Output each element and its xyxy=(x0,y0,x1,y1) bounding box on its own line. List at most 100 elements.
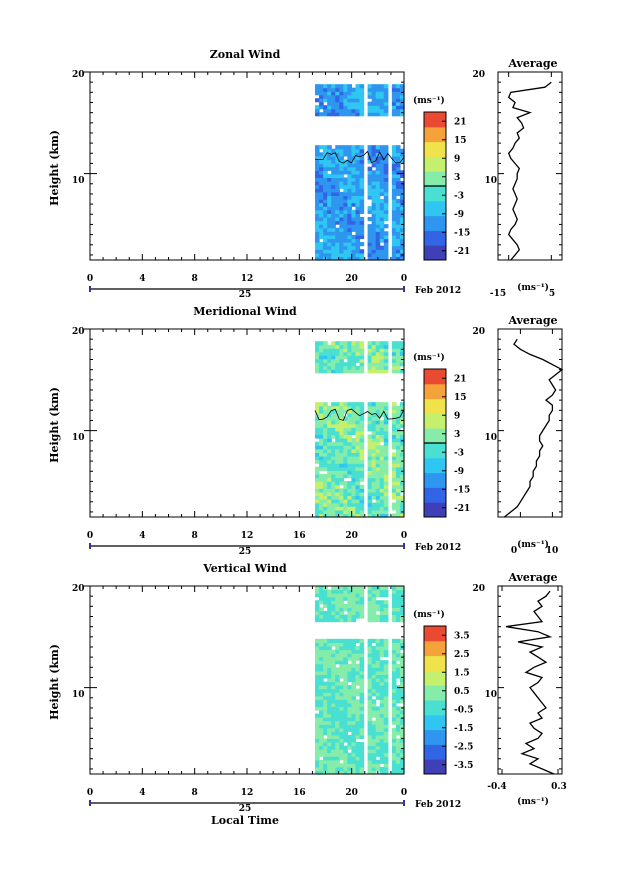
heatmap-cell xyxy=(371,759,377,764)
heatmap-cell xyxy=(343,101,348,106)
heatmap-cell xyxy=(343,213,348,218)
heatmap-cell xyxy=(399,155,405,161)
heatmap-cell xyxy=(351,191,357,197)
heatmap-cell xyxy=(375,502,381,507)
heatmap-cell xyxy=(371,420,377,425)
heatmap-cell xyxy=(339,227,344,232)
heatmap-cell xyxy=(323,209,328,214)
heatmap-cell xyxy=(335,98,340,103)
heatmap-cell xyxy=(371,706,377,711)
heatmap-cell xyxy=(347,502,353,507)
heatmap-cell xyxy=(315,362,320,367)
heatmap-cell xyxy=(375,745,381,750)
heatmap-cell xyxy=(399,245,405,250)
heatmap-cell xyxy=(339,645,344,651)
colorbar-segment xyxy=(424,655,446,671)
heatmap-cell xyxy=(323,702,328,708)
profile-line xyxy=(507,81,552,261)
heatmap-cell xyxy=(367,713,373,718)
heatmap-cell xyxy=(399,355,405,360)
heatmap-cell xyxy=(351,238,357,243)
heatmap-cell xyxy=(395,202,401,207)
heatmap-cell xyxy=(327,752,332,757)
heatmap-cell xyxy=(383,713,389,718)
heatmap-cell xyxy=(315,724,320,729)
heatmap-cell xyxy=(383,642,389,647)
heatmap-cell xyxy=(319,688,324,693)
heatmap-cell xyxy=(319,420,324,425)
heatmap-cell xyxy=(391,610,397,616)
heatmap-cell xyxy=(399,699,405,704)
heatmap-cell xyxy=(331,84,336,89)
heatmap-cell xyxy=(351,759,357,764)
heatmap-cell xyxy=(375,430,381,436)
heatmap-cell xyxy=(323,459,328,464)
heatmap-cell xyxy=(343,427,348,432)
heatmap-cell xyxy=(347,720,353,725)
heatmap-cell xyxy=(335,227,340,232)
heatmap-cell xyxy=(331,513,336,518)
heatmap-cell xyxy=(343,206,348,211)
heatmap-cell xyxy=(331,344,336,349)
heatmap-cell xyxy=(379,238,385,243)
heatmap-cell xyxy=(371,101,377,106)
heatmap-cell xyxy=(331,749,336,754)
heatmap-cell xyxy=(395,166,401,171)
heatmap-cell xyxy=(327,452,332,457)
heatmap-cell xyxy=(359,252,365,258)
heatmap-cell xyxy=(371,213,377,218)
heatmap-cell xyxy=(331,660,336,665)
heatmap-cell xyxy=(383,209,389,214)
heatmap-cell xyxy=(383,589,389,594)
heatmap-cell xyxy=(379,600,385,605)
x-tick-label: 16 xyxy=(293,531,306,541)
heatmap-cell xyxy=(351,173,357,179)
heatmap-cell xyxy=(375,423,381,428)
heatmap-cell xyxy=(347,98,353,103)
heatmap-cell xyxy=(391,670,397,676)
heatmap-cell xyxy=(339,741,344,747)
heatmap-cell xyxy=(343,199,348,204)
heatmap-cell xyxy=(327,87,332,92)
heatmap-cell xyxy=(375,752,381,757)
heatmap-cell xyxy=(391,727,397,732)
heatmap-cell xyxy=(335,170,340,175)
heatmap-cell xyxy=(379,84,385,89)
heatmap-cell xyxy=(355,709,361,715)
heatmap-cell xyxy=(375,344,381,349)
heatmap-cell xyxy=(323,713,328,718)
heatmap-cell xyxy=(339,365,344,370)
heatmap-cell xyxy=(379,152,385,157)
heatmap-cell xyxy=(359,727,365,732)
heatmap-cell xyxy=(331,692,336,697)
heatmap-cell xyxy=(339,607,344,612)
heatmap-cell xyxy=(391,731,397,736)
heatmap-cell xyxy=(371,163,377,168)
heatmap-cell xyxy=(367,181,373,186)
heatmap-cell xyxy=(347,213,353,218)
heatmap-cell xyxy=(367,402,373,407)
heatmap-cell xyxy=(347,513,353,518)
heatmap-cell xyxy=(359,199,365,204)
heatmap-cell xyxy=(383,234,389,240)
heatmap-cell xyxy=(399,463,405,468)
heatmap-cell xyxy=(355,717,361,722)
heatmap-cell xyxy=(371,596,377,601)
heatmap-cell xyxy=(331,713,336,718)
heatmap-cell xyxy=(355,681,361,686)
heatmap-cell xyxy=(359,596,365,601)
heatmap-cell xyxy=(343,484,348,489)
colorbar-segment xyxy=(424,443,446,459)
heatmap-cell xyxy=(399,618,405,623)
heatmap-cell xyxy=(375,477,381,482)
heatmap-cell xyxy=(339,752,344,757)
heatmap-cell xyxy=(319,660,324,665)
heatmap-cell xyxy=(391,463,397,468)
x-tick-label: 16 xyxy=(293,274,306,284)
heatmap-cell xyxy=(355,749,361,754)
heatmap-cell xyxy=(395,603,401,608)
heatmap-cell xyxy=(371,438,377,443)
heatmap-cell xyxy=(319,674,324,679)
heatmap-cell xyxy=(359,477,365,482)
